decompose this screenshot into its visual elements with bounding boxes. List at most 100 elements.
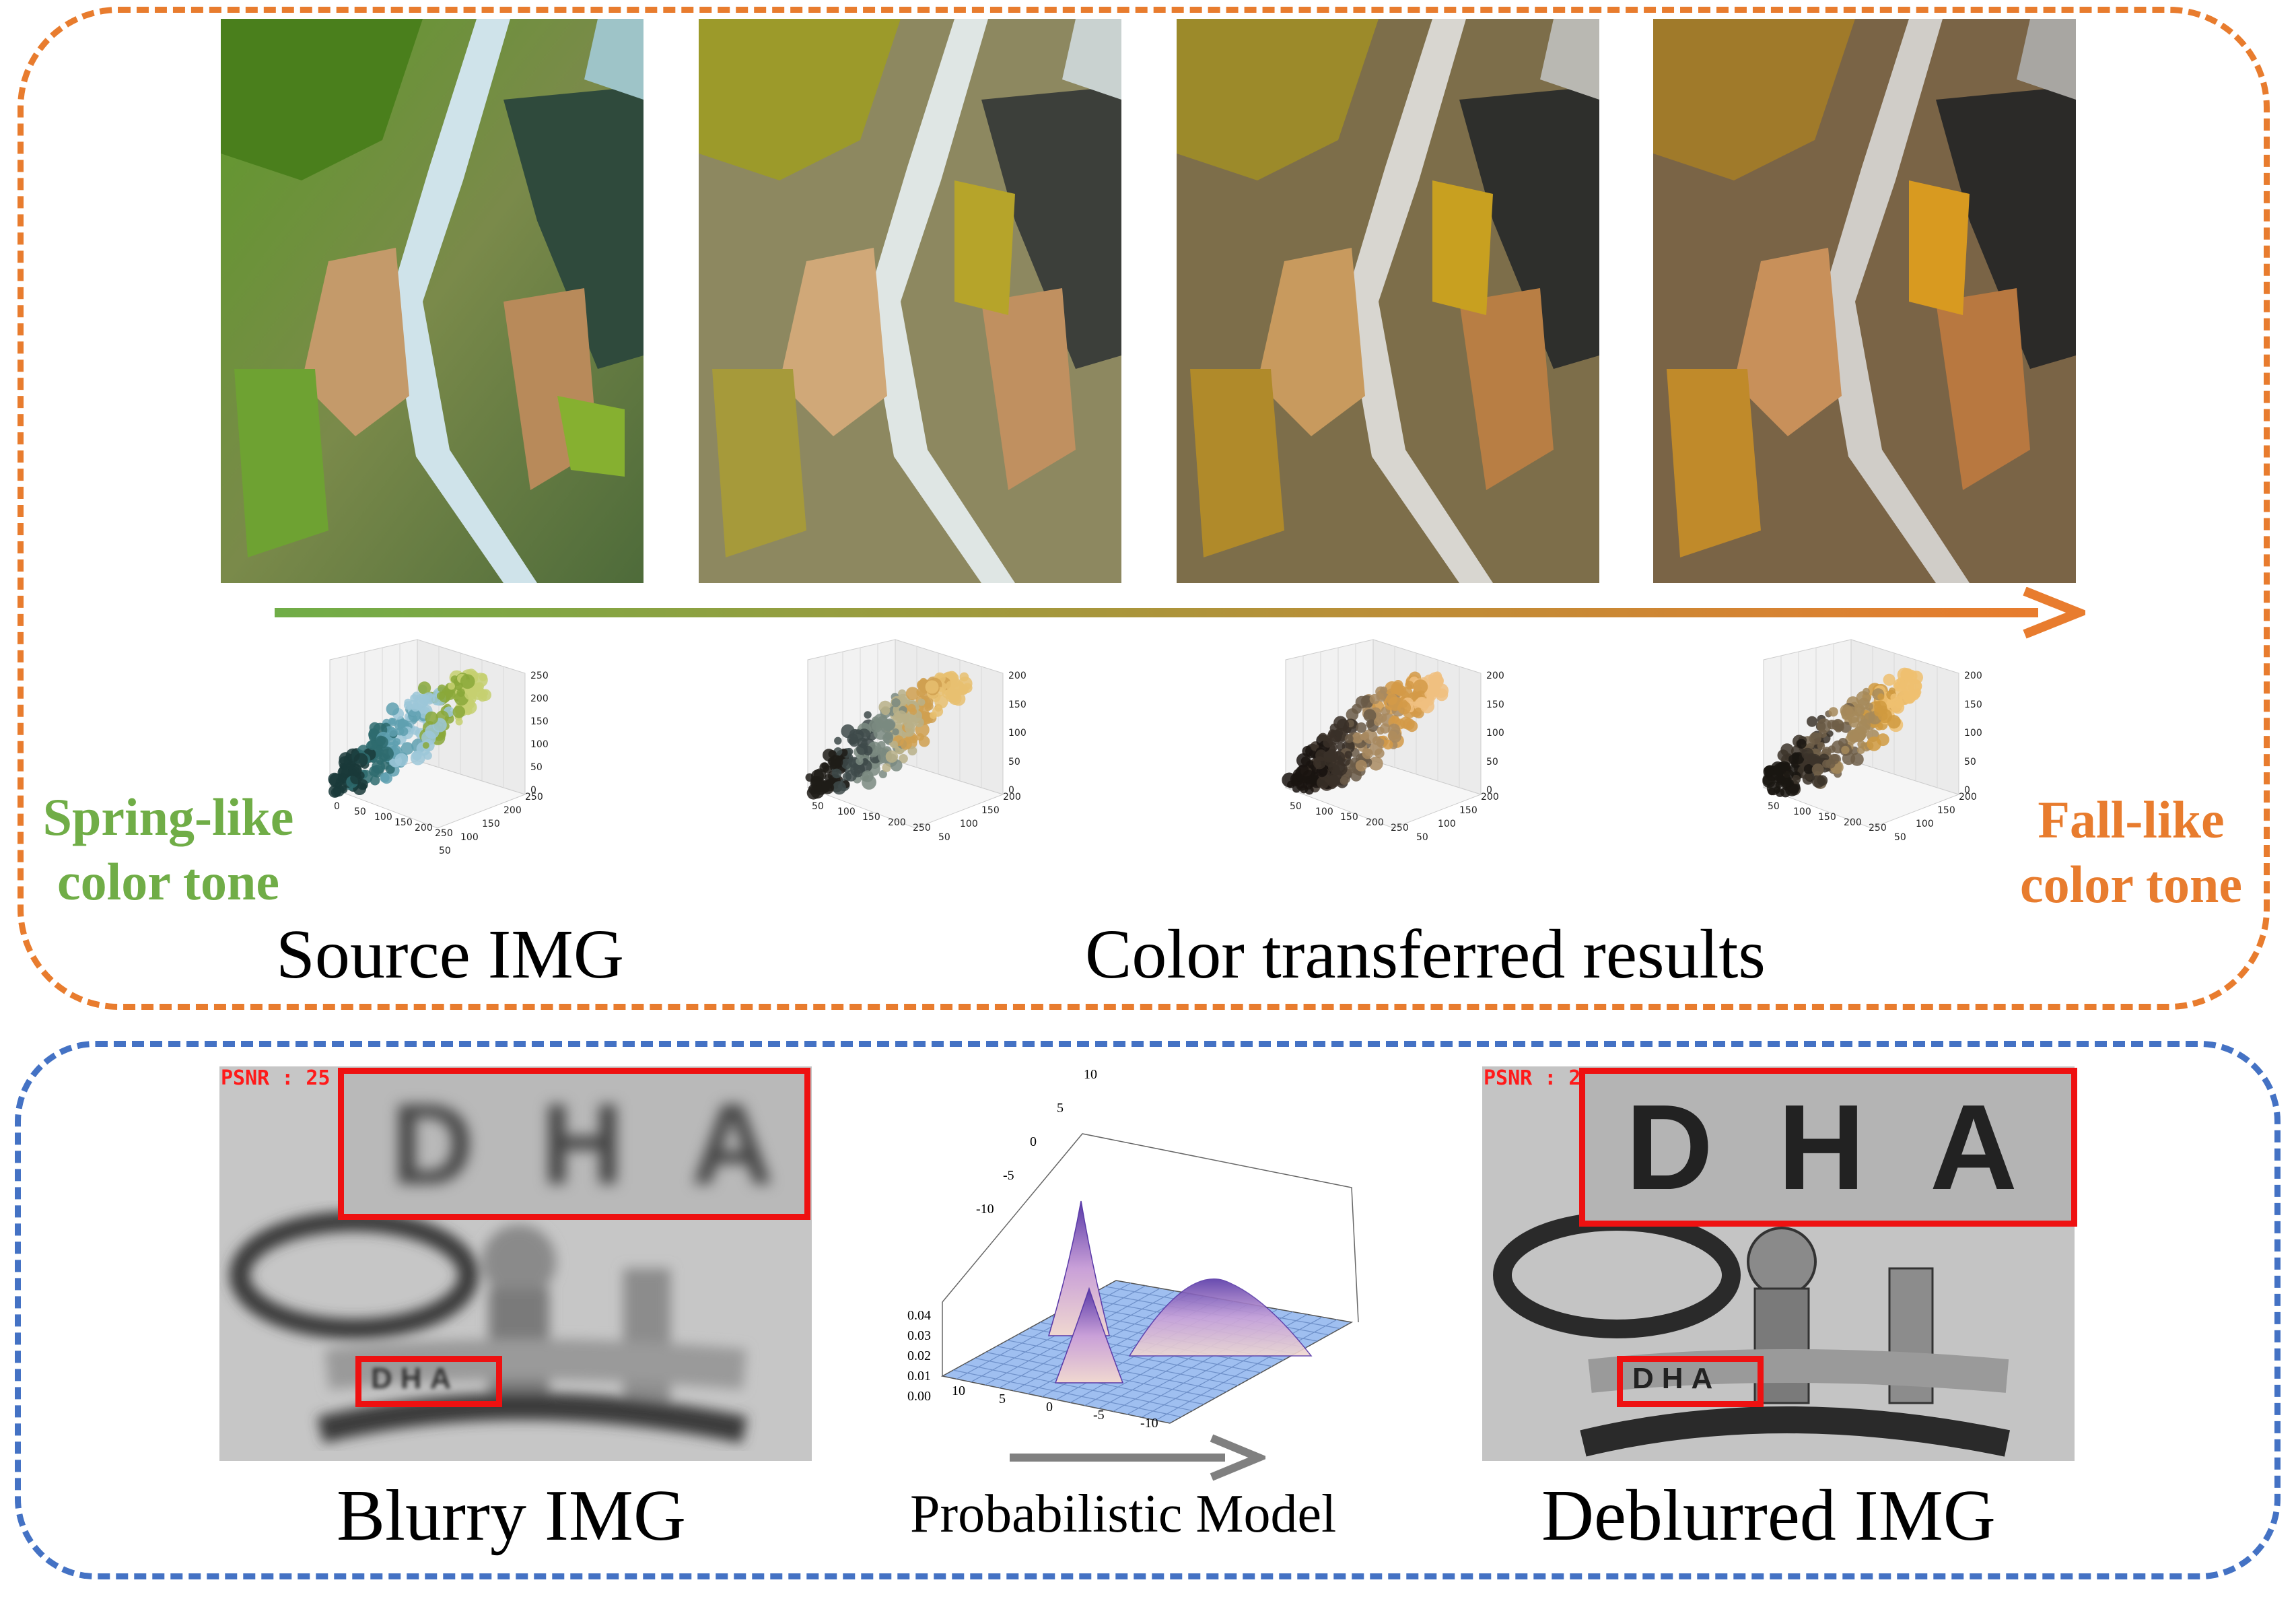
plot-point	[1805, 774, 1813, 782]
plot-x-tick: 200	[1366, 817, 1384, 828]
plot-point	[880, 706, 891, 716]
plot-x-tick: 150	[1340, 812, 1358, 823]
plot-point	[923, 698, 932, 706]
plot-point	[401, 742, 414, 755]
plot-y-tick: 100	[960, 819, 978, 829]
plot-point	[1807, 716, 1817, 727]
plot-point	[1856, 714, 1866, 724]
surface-z-tick: 0.00	[907, 1389, 931, 1404]
plot-point	[418, 681, 431, 695]
plot-point	[1416, 696, 1428, 709]
surface-z-tick: 0.03	[907, 1328, 931, 1343]
plot-point	[885, 750, 899, 763]
surface-bottom-tick: 5	[999, 1392, 1006, 1406]
spring-label-line1: Spring-like	[42, 788, 294, 846]
plot-point	[1406, 720, 1418, 732]
model-caption: Probabilistic Model	[910, 1484, 1337, 1544]
plot-point	[411, 703, 420, 712]
fall-label-line1: Fall-like	[2038, 790, 2225, 849]
plot-x-tick: 250	[1391, 823, 1409, 833]
plot-y-tick: 200	[1003, 792, 1021, 802]
plot-point	[946, 681, 956, 691]
plot-point	[1838, 738, 1848, 748]
color-distribution-plot-result-1: 200 150 100 50 0 50 100 150 200 250 200 150 100 50	[781, 626, 1090, 868]
plot-point	[821, 762, 829, 770]
zoom-text-deblurred: DHA	[1626, 1080, 2077, 1215]
plot-y-tick: 50	[1894, 832, 1906, 843]
plot-point	[924, 704, 932, 712]
plot-point	[1797, 739, 1807, 749]
plot-point	[370, 775, 380, 786]
plot-point	[1368, 756, 1383, 771]
plot-x-tick: 250	[1869, 823, 1887, 833]
plot-point	[399, 726, 409, 737]
plot-point	[1315, 749, 1327, 761]
plot-z-tick: 50	[1486, 757, 1498, 767]
plot-point	[1784, 769, 1794, 780]
plot-z-tick: 0	[530, 785, 536, 796]
plot-point	[857, 737, 868, 748]
plot-x-tick: 200	[415, 823, 433, 833]
plot-point	[1386, 693, 1398, 705]
plot-x-tick: 250	[913, 823, 931, 833]
plot-point	[898, 696, 908, 706]
plot-point	[386, 702, 399, 716]
plot-z-tick: 0	[1008, 785, 1014, 796]
plot-point	[1826, 730, 1834, 737]
plot-point	[1883, 673, 1895, 686]
plot-point	[1825, 759, 1836, 769]
plot-y-tick: 200	[1481, 792, 1499, 802]
model-arrow	[1010, 1434, 1265, 1481]
plot-point	[1413, 707, 1424, 719]
surface-bottom-tick: -10	[1140, 1416, 1158, 1430]
plot-point	[1879, 705, 1888, 714]
plot-point	[948, 673, 959, 683]
plot-point	[1762, 774, 1776, 788]
plot-point	[827, 757, 836, 766]
plot-y-tick: 200	[1959, 792, 1977, 802]
plot-point	[907, 720, 915, 728]
plot-point	[872, 722, 881, 731]
plot-x-tick: 50	[812, 801, 824, 812]
plot-point	[1391, 681, 1403, 694]
spring-tone-label: Spring-like color tone	[27, 785, 310, 914]
plot-point	[1302, 770, 1315, 783]
plot-point	[379, 746, 394, 761]
small-text-deblurred: DHA	[1632, 1362, 1721, 1395]
plot-point	[1356, 722, 1367, 733]
plot-point	[460, 674, 475, 689]
plot-point	[1296, 753, 1311, 768]
plot-point	[1399, 699, 1408, 708]
color-distribution-plot-source: 250 200 150 100 50 0 0 50 100 150 200 250 250 200 150 1…	[303, 626, 613, 868]
plot-point	[438, 690, 451, 703]
plot-point	[1374, 718, 1382, 726]
plot-point	[1792, 752, 1799, 760]
plot-point	[1391, 714, 1399, 724]
plot-z-tick: 100	[1964, 728, 1982, 739]
plot-point	[1331, 751, 1346, 764]
plot-point	[831, 768, 842, 779]
plot-point	[925, 680, 939, 694]
plot-point	[808, 784, 819, 794]
plot-y-tick: 100	[1916, 819, 1934, 829]
plot-point	[1863, 687, 1870, 695]
plot-point	[828, 750, 837, 759]
plot-point	[891, 698, 901, 708]
color-distribution-plot-result-3: 200 150 100 50 0 50 100 150 200 250 200 150 100 50	[1737, 626, 2046, 868]
plot-z-tick: 150	[530, 716, 549, 727]
result-image-3	[1653, 19, 2076, 583]
plot-point	[930, 712, 937, 719]
result-image-2	[1177, 19, 1599, 583]
small-text-blurry: DHA	[371, 1362, 460, 1395]
plot-point	[1405, 681, 1414, 690]
plot-point	[1323, 737, 1333, 748]
plot-point	[333, 785, 345, 797]
plot-point	[350, 772, 362, 784]
plot-point	[832, 781, 846, 795]
plot-x-tick: 100	[374, 812, 392, 823]
plot-point	[952, 692, 966, 706]
plot-point	[346, 761, 355, 770]
highlight-box-deblurred: DHA	[1617, 1356, 1764, 1407]
plot-y-tick: 100	[1438, 819, 1456, 829]
plot-point	[917, 698, 926, 706]
